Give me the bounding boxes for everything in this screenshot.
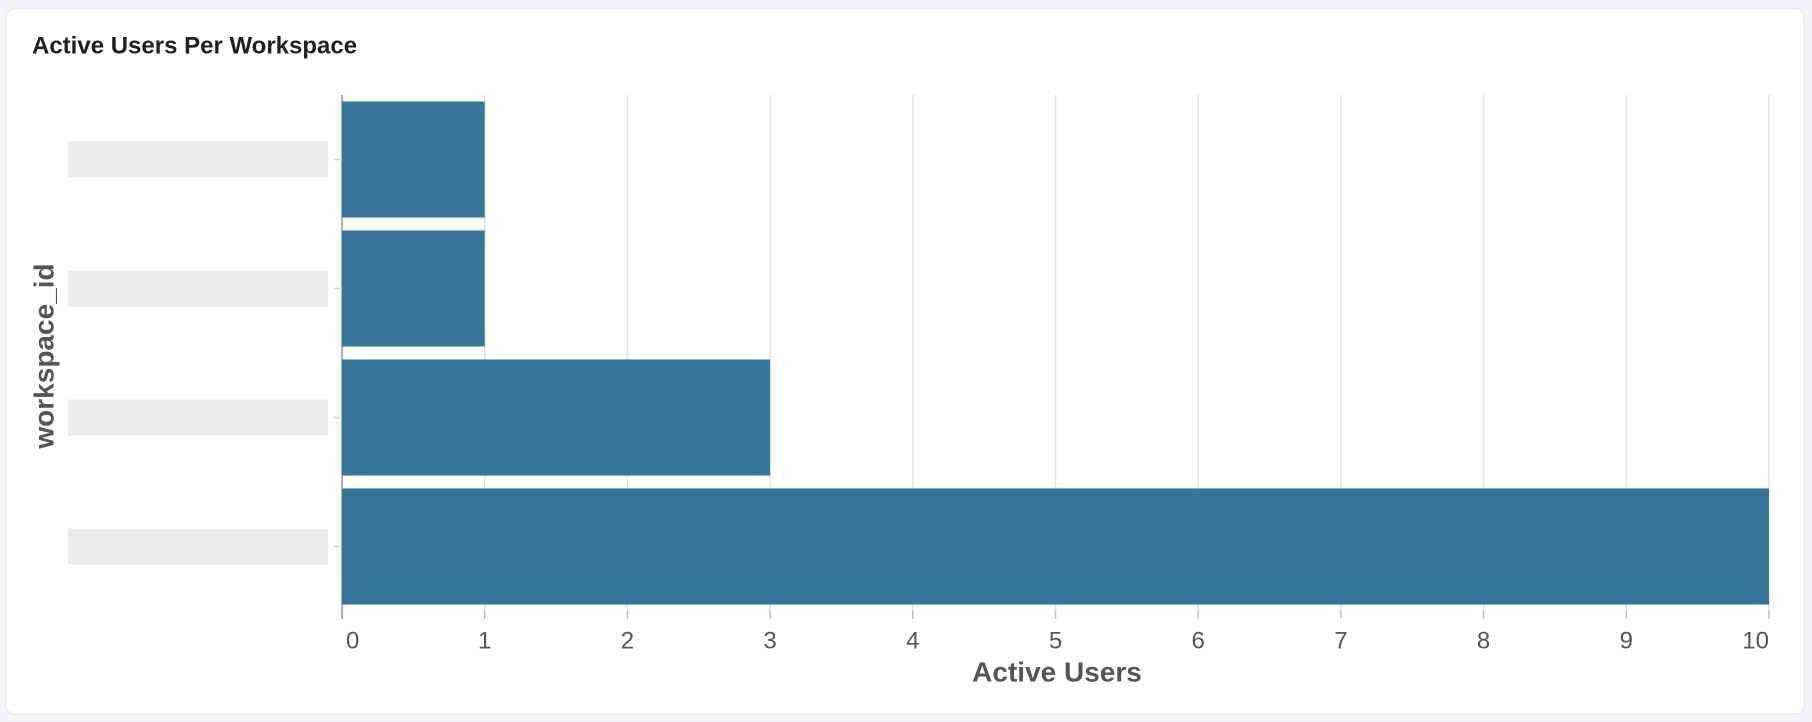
x-tick-label: 9 bbox=[1620, 627, 1633, 654]
x-tick-label: 1 bbox=[478, 627, 491, 654]
y-axis-title: workspace_id bbox=[28, 263, 59, 449]
bar bbox=[342, 359, 771, 476]
plot: 0 1 2 3 4 5 6 7 8 9 10 bbox=[68, 95, 1770, 654]
bar bbox=[342, 101, 485, 218]
x-tick-label: 8 bbox=[1477, 627, 1490, 654]
bar bbox=[342, 488, 1769, 605]
redacted-label bbox=[68, 270, 328, 307]
redacted-label bbox=[68, 141, 328, 178]
x-tick-label: 3 bbox=[763, 627, 776, 654]
chart-title: Active Users Per Workspace bbox=[32, 32, 357, 59]
redacted-label bbox=[68, 399, 328, 436]
x-tick-label: 6 bbox=[1192, 627, 1205, 654]
x-tick-label: 2 bbox=[621, 627, 634, 654]
x-tick-label: 7 bbox=[1334, 627, 1347, 654]
x-tick-label: 10 bbox=[1742, 627, 1769, 654]
x-axis-title: Active Users bbox=[972, 656, 1142, 687]
redacted-label bbox=[68, 528, 328, 565]
x-tick-label: 4 bbox=[906, 627, 919, 654]
x-tick-label: 0 bbox=[346, 627, 359, 654]
bar bbox=[342, 230, 485, 347]
x-tick-label: 5 bbox=[1049, 627, 1062, 654]
card bbox=[5, 8, 1805, 715]
